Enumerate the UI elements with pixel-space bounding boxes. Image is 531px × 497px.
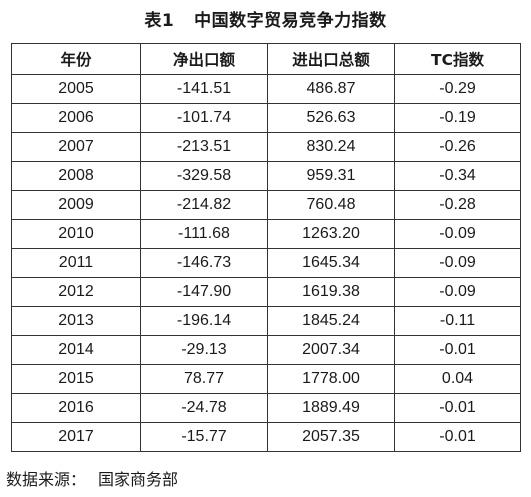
cell-year: 2011 [11, 248, 141, 278]
cell-tc-index: -0.28 [394, 190, 521, 220]
cell-year: 2017 [11, 422, 141, 452]
cell-tc-index: -0.09 [394, 277, 521, 307]
data-source-note: 数据来源： 国家商务部 [6, 466, 178, 490]
cell-net-export: -214.82 [140, 190, 268, 220]
cell-net-export: -329.58 [140, 161, 268, 191]
table-row: 2009 -214.82 760.48 -0.28 [11, 190, 521, 220]
cell-tc-index: -0.01 [394, 335, 521, 365]
table-row: 2015 78.77 1778.00 0.04 [11, 364, 521, 394]
table-body: 2005 -141.51 486.87 -0.29 2006 -101.74 526.63-… [11, 74, 521, 452]
cell-total-trade: 1645.34 [267, 248, 395, 278]
cell-year: 2010 [11, 219, 141, 249]
cell-tc-index: -0.09 [394, 219, 521, 249]
cell-total-trade: 1263.20 [267, 219, 395, 249]
cell-tc-index: -0.19 [394, 103, 521, 133]
cell-total-trade: 1778.00 [267, 364, 395, 394]
cell-year: 2008 [11, 161, 141, 191]
cell-total-trade: 1845.24 [267, 306, 395, 336]
tc-index-table: 年份 净出口额 进出口总额 TC指数 2005 -141.51 486.87 -0.2… [11, 43, 521, 452]
cell-tc-index: 0.04 [394, 364, 521, 394]
header-net-export: 净出口额 [140, 43, 268, 75]
cell-year: 2009 [11, 190, 141, 220]
cell-total-trade: 1889.49 [267, 393, 395, 423]
table-row: 2013 -196.14 1845.24 -0.11 [11, 306, 521, 336]
header-tc-index: TC指数 [394, 43, 521, 75]
table-row: 2005 -141.51 486.87 -0.29 [11, 74, 521, 104]
table-row: 2006 -101.74 526.63 -0.19 [11, 103, 521, 133]
table-row: 2014 -29.13 2007.34 -0.01 [11, 335, 521, 365]
cell-net-export: -15.77 [140, 422, 268, 452]
cell-total-trade: 486.87 [267, 74, 395, 104]
cell-year: 2015 [11, 364, 141, 394]
cell-net-export: 78.77 [140, 364, 268, 394]
table-row: 2008 -329.58 959.31 -0.34 [11, 161, 521, 191]
table-row: 2017 -15.77 2057.35 -0.01 [11, 422, 521, 452]
table-row: 2016 -24.78 1889.49 -0.01 [11, 393, 521, 423]
cell-net-export: -147.90 [140, 277, 268, 307]
cell-total-trade: 830.24 [267, 132, 395, 162]
cell-tc-index: -0.11 [394, 306, 521, 336]
cell-tc-index: -0.34 [394, 161, 521, 191]
table-number: 表1 [144, 11, 175, 31]
cell-total-trade: 2057.35 [267, 422, 395, 452]
source-value: 国家商务部 [98, 470, 179, 489]
cell-year: 2012 [11, 277, 141, 307]
cell-tc-index: -0.26 [394, 132, 521, 162]
table-title-text: 中国数字贸易竞争力指数 [194, 11, 387, 31]
header-total-trade: 进出口总额 [267, 43, 395, 75]
cell-net-export: -146.73 [140, 248, 268, 278]
table-row: 2010 -111.68 1263.20 -0.09 [11, 219, 521, 249]
cell-year: 2007 [11, 132, 141, 162]
cell-year: 2014 [11, 335, 141, 365]
cell-year: 2016 [11, 393, 141, 423]
cell-net-export: -111.68 [140, 219, 268, 249]
cell-year: 2013 [11, 306, 141, 336]
cell-net-export: -213.51 [140, 132, 268, 162]
cell-total-trade: 1619.38 [267, 277, 395, 307]
cell-total-trade: 760.48 [267, 190, 395, 220]
table-header-row: 年份 净出口额 进出口总额 TC指数 [11, 43, 521, 75]
cell-net-export: -101.74 [140, 103, 268, 133]
cell-net-export: -141.51 [140, 74, 268, 104]
cell-total-trade: 959.31 [267, 161, 395, 191]
cell-year: 2005 [11, 74, 141, 104]
cell-net-export: -24.78 [140, 393, 268, 423]
cell-tc-index: -0.01 [394, 422, 521, 452]
table-row: 2007 -213.51 830.24 -0.26 [11, 132, 521, 162]
table-row: 2012 -147.90 1619.38 -0.09 [11, 277, 521, 307]
cell-total-trade: 526.63 [267, 103, 395, 133]
cell-net-export: -29.13 [140, 335, 268, 365]
table-row: 2011 -146.73 1645.34 -0.09 [11, 248, 521, 278]
source-label: 数据来源： [6, 470, 87, 489]
table-title: 表1 中国数字贸易竞争力指数 [0, 6, 531, 31]
cell-tc-index: -0.29 [394, 74, 521, 104]
cell-tc-index: -0.01 [394, 393, 521, 423]
cell-total-trade: 2007.34 [267, 335, 395, 365]
cell-net-export: -196.14 [140, 306, 268, 336]
cell-tc-index: -0.09 [394, 248, 521, 278]
cell-year: 2006 [11, 103, 141, 133]
header-year: 年份 [11, 43, 141, 75]
